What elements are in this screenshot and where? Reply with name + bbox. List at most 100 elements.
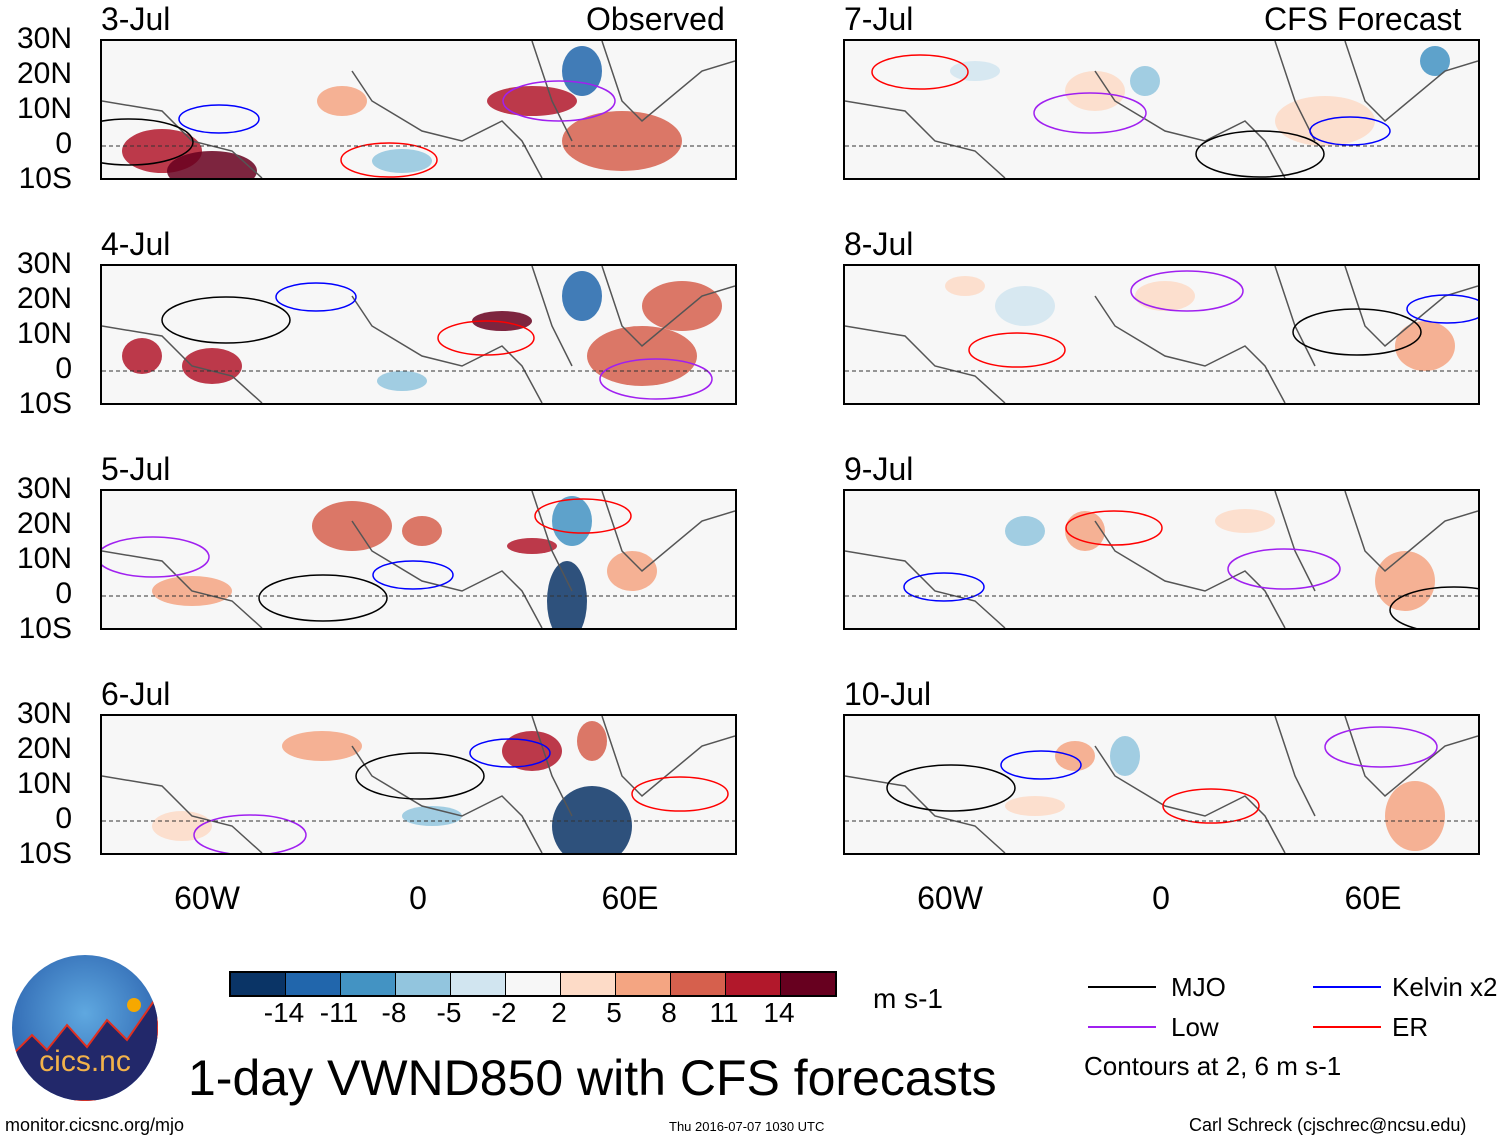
lat-tick-label: 30N <box>16 472 72 505</box>
wave-contour <box>469 738 551 768</box>
wave-contour <box>1389 586 1478 628</box>
lon-tick-label: 60W <box>917 880 983 916</box>
legend-er-label: ER <box>1392 1012 1429 1042</box>
panel-date: 6-Jul <box>101 676 171 712</box>
wave-contour <box>1130 270 1244 312</box>
wind-anomaly-region <box>607 551 657 591</box>
map-field <box>845 41 1478 178</box>
footer-url[interactable]: monitor.cicsnc.org/mjo <box>5 1115 185 1135</box>
forecast-header: CFS Forecast <box>1264 1 1462 37</box>
wave-contour <box>102 536 210 578</box>
colorbar-label: 8 <box>661 997 677 1028</box>
colorbar-label: 11 <box>709 997 739 1028</box>
wave-contour <box>1162 788 1260 824</box>
wind-anomaly-region <box>547 561 587 628</box>
wind-anomaly-region <box>122 338 162 374</box>
map-panel <box>843 39 1480 180</box>
legend-kelvin-label: Kelvin x2 <box>1392 972 1498 1002</box>
wind-anomaly-region <box>1055 741 1095 771</box>
wave-contour <box>534 498 632 534</box>
wind-anomaly-region <box>945 276 985 296</box>
colorbar-swatch <box>231 973 286 995</box>
wind-anomaly-region <box>1005 516 1045 546</box>
legend-mjo-label: MJO <box>1171 972 1226 1002</box>
colorbar-swatch <box>396 973 451 995</box>
footer-author: Carl Schreck (cjschrec@ncsu.edu) <box>1189 1115 1467 1135</box>
lat-tick-label: 10S <box>18 612 72 645</box>
wind-anomaly-region <box>152 811 212 841</box>
colorbar-label: -14 <box>263 997 305 1028</box>
wind-anomaly-region <box>577 721 607 761</box>
wave-contour <box>1000 750 1082 780</box>
wind-anomaly-region <box>402 516 442 546</box>
wind-anomaly-region <box>282 731 362 761</box>
map-field <box>102 41 735 178</box>
map-panel <box>843 714 1480 855</box>
wind-anomaly-region <box>552 496 592 546</box>
colorbar-swatch <box>616 973 671 995</box>
wind-anomaly-region <box>1005 796 1065 816</box>
wave-contour <box>340 142 438 178</box>
wave-contour <box>1324 726 1438 768</box>
wind-anomaly-region <box>472 311 532 331</box>
legend-mjo-line <box>1088 986 1156 988</box>
coastline <box>845 491 1478 628</box>
wave-contour <box>886 764 1016 812</box>
map-panel <box>100 264 737 405</box>
panel-date: 9-Jul <box>844 451 914 487</box>
wave-contour <box>161 296 291 344</box>
wave-contour <box>502 80 616 122</box>
wave-contour <box>178 104 260 134</box>
map-field <box>102 716 735 853</box>
wave-contour <box>1292 308 1422 356</box>
lon-tick-label: 60E <box>1344 880 1402 916</box>
logo-mountains-icon <box>12 993 158 1101</box>
wind-anomaly-region <box>1110 736 1140 776</box>
legend-low-label: Low <box>1171 1012 1219 1042</box>
wind-anomaly-region <box>1385 781 1445 851</box>
colorbar-swatch <box>726 973 781 995</box>
map-field <box>845 266 1478 403</box>
lat-tick-label: 0 <box>55 802 72 835</box>
coastline <box>102 716 735 853</box>
lat-tick-label: 30N <box>16 247 72 280</box>
lat-tick-label: 10N <box>16 317 72 350</box>
colorbar-swatch <box>341 973 396 995</box>
wave-contour <box>1227 548 1341 590</box>
map-field <box>845 716 1478 853</box>
wave-contour <box>1309 116 1391 146</box>
wave-contour <box>903 572 985 602</box>
colorbar-label: 5 <box>606 997 622 1028</box>
wave-contour <box>1065 510 1163 546</box>
colorbar-swatch <box>451 973 506 995</box>
lat-tick-label: 0 <box>55 352 72 385</box>
wave-contour <box>599 358 713 400</box>
lat-tick-label: 20N <box>16 507 72 540</box>
panel-date: 10-Jul <box>844 676 932 712</box>
colorbar-label: -5 <box>436 997 462 1028</box>
wind-anomaly-region <box>1130 66 1160 96</box>
lon-tick-label: 60E <box>601 880 659 916</box>
lat-tick-label: 30N <box>16 22 72 55</box>
wind-anomaly-region <box>317 86 367 116</box>
wave-contour <box>1406 294 1478 324</box>
wind-anomaly-region <box>487 86 577 116</box>
wind-anomaly-region <box>1420 46 1450 76</box>
map-panel <box>843 264 1480 405</box>
contours-note: Contours at 2, 6 m s-1 <box>1084 1051 1342 1081</box>
wind-anomaly-region <box>312 501 392 551</box>
wind-anomaly-region <box>372 149 432 173</box>
wave-contour <box>372 560 454 590</box>
coastline <box>845 266 1478 403</box>
wave-contour <box>193 814 307 853</box>
lat-tick-label: 0 <box>55 577 72 610</box>
lat-tick-label: 20N <box>16 57 72 90</box>
colorbar-label: 2 <box>551 997 567 1028</box>
lat-tick-label: 10N <box>16 542 72 575</box>
lat-tick-label: 10S <box>18 162 72 195</box>
colorbar-swatch <box>561 973 616 995</box>
lon-tick-label: 0 <box>1152 880 1170 916</box>
wave-contour <box>1195 130 1325 178</box>
wind-anomaly-region <box>1135 281 1195 311</box>
